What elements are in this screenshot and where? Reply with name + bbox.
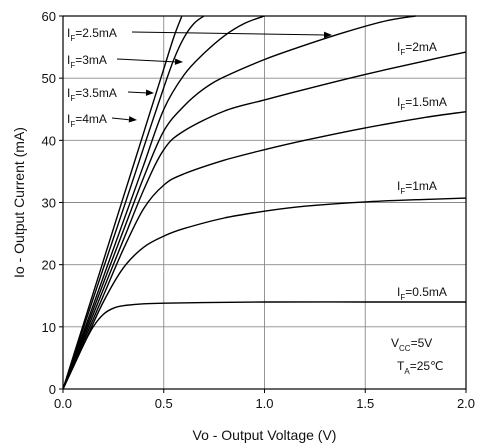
curve-label: IF=1.5mA [397, 95, 447, 112]
y-tick-label: 20 [42, 258, 56, 273]
y-tick-label: 30 [42, 196, 56, 211]
curve-label-sub: F [70, 61, 75, 70]
curve-label-value: =0.5mA [405, 285, 447, 299]
y-tick-label: 40 [42, 133, 56, 148]
curve-label-sub: F [400, 293, 405, 302]
vcc-condition: VCC=5V [391, 336, 432, 353]
curve-label-main: I [397, 95, 400, 109]
curve-label: IF=4mA [67, 112, 107, 129]
curve-if-3ma [62, 15, 265, 390]
label-arrow-head [323, 31, 332, 39]
label-arrow-line [116, 58, 178, 63]
curve-label-main: I [67, 112, 70, 126]
curve-if-2ma [62, 51, 467, 390]
curve-label-main: I [67, 53, 70, 67]
curve-label: IF=2.5mA [67, 26, 117, 43]
curve-label-sub: F [70, 94, 75, 103]
curve-label: IF=1mA [397, 179, 437, 196]
x-tick-label: 0.0 [54, 396, 72, 411]
curve-label-value: =1.5mA [405, 95, 447, 109]
curve-label-sub: F [70, 120, 75, 129]
curve-label-main: I [397, 179, 400, 193]
x-tick-label: 1.5 [356, 396, 374, 411]
curve-if-2-5ma [62, 15, 416, 390]
curve-if-1-5ma [62, 111, 467, 390]
curve-label-value: =3mA [75, 53, 107, 67]
curve-label-sub: F [70, 34, 75, 43]
label-arrow-line [131, 31, 327, 36]
y-tick-label: 10 [42, 320, 56, 335]
curve-label-sub: F [400, 48, 405, 57]
ta-condition: TA=25℃ [397, 359, 444, 376]
curve-label-value: =2mA [405, 40, 437, 54]
curve-if-4ma [62, 15, 183, 390]
curve-label-value: =2.5mA [75, 26, 117, 40]
curve-group [62, 15, 467, 390]
curve-label-value: =1mA [405, 179, 437, 193]
curve-label-sub: F [400, 103, 405, 112]
x-tick-label: 0.5 [155, 396, 173, 411]
vcc-condition-value: =5V [411, 336, 433, 350]
x-tick-label: 1.0 [255, 396, 273, 411]
plot-frame-group [62, 15, 467, 390]
x-axis-title: Vo - Output Voltage (V) [193, 427, 337, 443]
label-arrow-line [127, 91, 149, 94]
curve-label-main: I [67, 86, 70, 100]
y-axis-ticks: 0 10 20 30 40 50 60 [42, 9, 63, 397]
curve-label-main: I [67, 26, 70, 40]
test-conditions: VCC=5V TA=25℃ [391, 336, 444, 376]
curve-label: IF=0.5mA [397, 285, 447, 302]
curve-if-3-5ma [62, 15, 205, 390]
label-arrow-line [111, 117, 132, 121]
curve-if-1ma [62, 197, 467, 390]
curve-label-main: I [397, 40, 400, 54]
x-tick-label: 2.0 [457, 396, 475, 411]
curve-label-main: I [397, 285, 400, 299]
y-tick-label: 50 [42, 71, 56, 86]
y-tick-label: 0 [49, 382, 56, 397]
curve-labels: IF=0.5mAIF=1mAIF=1.5mAIF=2mAIF=2.5mAIF=3… [67, 26, 447, 302]
curve-label: IF=3mA [67, 53, 107, 70]
vcc-condition-main: V [391, 336, 399, 350]
curve-label-value: =3.5mA [75, 86, 117, 100]
ta-condition-sub: A [404, 367, 410, 376]
label-arrow-head [128, 116, 137, 123]
x-axis-ticks: 0.0 0.5 1.0 1.5 2.0 [54, 389, 475, 411]
curve-label-value: =4mA [75, 112, 107, 126]
ta-condition-value: =25℃ [410, 359, 444, 373]
curve-label-sub: F [400, 187, 405, 196]
ta-condition-main: T [397, 359, 405, 373]
y-tick-label: 60 [42, 9, 56, 24]
label-arrow-head [145, 89, 154, 96]
curve-label: IF=2mA [397, 40, 437, 57]
curve-label: IF=3.5mA [67, 86, 117, 103]
vcc-condition-sub: CC [399, 344, 411, 353]
y-axis-title: Io - Output Current (mA) [11, 127, 27, 278]
label-arrow-head [174, 58, 183, 65]
